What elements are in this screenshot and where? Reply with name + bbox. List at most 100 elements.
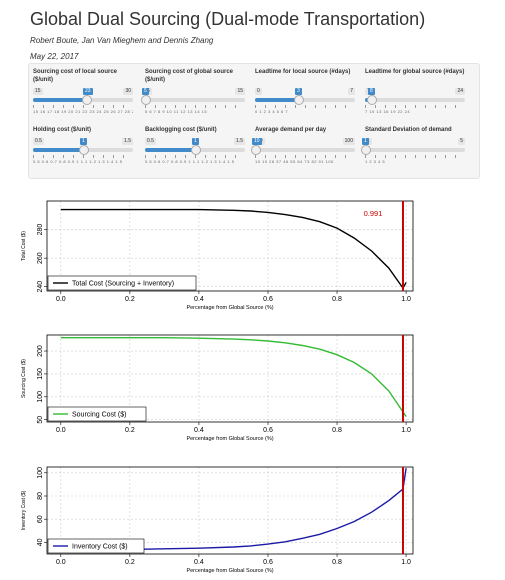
date: May 22, 2017 [30, 52, 79, 61]
slider-4[interactable]: Leadtime for global source (#days)72487 … [365, 68, 467, 120]
x-tick-label: 0.4 [194, 296, 204, 303]
slider-min: 15 [33, 88, 43, 95]
input-panel: Sourcing cost of local source ($/unit) 15… [28, 63, 480, 179]
y-axis-label: Sourcing Cost ($) [21, 359, 27, 398]
slider-label: Sourcing cost of local source ($/unit) [33, 69, 118, 83]
x-tick-label: 0.6 [263, 296, 273, 303]
x-axis-label: Percentage from Global Source (%) [186, 568, 273, 574]
slider-value: 5 [142, 88, 149, 95]
slider-3[interactable]: Leadtime for local source (#days) 0 7 3 0 1 … [255, 68, 357, 120]
slider-handle[interactable] [191, 145, 201, 155]
slider-track[interactable] [255, 98, 355, 102]
legend-box [47, 275, 197, 291]
y-tick-label: 80 [37, 492, 44, 500]
slider-2[interactable]: Sourcing cost of global source ($/unit) 5… [141, 68, 247, 120]
slider-label: Standard Deviation of demand [365, 127, 452, 133]
x-tick-label: 0.6 [263, 427, 273, 434]
slider-ticks [255, 105, 355, 108]
slider-label: Backlogging cost ($/unit) [145, 127, 217, 133]
slider-ticks [255, 155, 355, 158]
slider-tick-labels: 15 16 17 18 19 20 21 22 23 24 25 26 27 2… [33, 109, 133, 114]
slider-ticks [145, 105, 245, 108]
y-tick-label: 240 [37, 281, 44, 293]
slider-min: 0.5 [145, 138, 156, 145]
slider-fill [255, 98, 298, 102]
slider-ticks [145, 155, 245, 158]
optimum-label: 0.991 [364, 209, 383, 218]
x-tick-label: 0.0 [56, 296, 66, 303]
slider-value: 8 [368, 88, 375, 95]
slider-max: 15 [235, 88, 245, 95]
legend-box [47, 538, 145, 554]
series-line [60, 336, 407, 417]
slider-label: Average demand per day [255, 127, 327, 133]
slider-handle[interactable] [82, 95, 92, 105]
slider-label: Holding cost ($/unit) [33, 127, 91, 133]
inventory-cost-chart: 0.0 0.2 0.4 0.6 0.8 1.0 40 60 80 100 Percentage fr… [21, 466, 414, 574]
x-tick-label: 1.0 [401, 559, 411, 566]
legend-label: Inventory Cost ($) [72, 544, 128, 551]
x-tick-label: 1.0 [401, 296, 411, 303]
slider-track[interactable] [255, 148, 355, 152]
x-tick-label: 0.2 [125, 296, 135, 303]
slider-1[interactable]: Sourcing cost of local source ($/unit) 15… [33, 68, 135, 120]
total-cost-chart: 0.0 0.2 0.4 0.6 0.8 1.0 240 260 280 Percentage fr… [21, 200, 414, 311]
slider-tick-labels: 5 6 7 8 9 10 11 12 13 14 15 [145, 109, 208, 114]
series-line [60, 468, 407, 551]
y-tick-label: 100 [37, 391, 44, 403]
slider-tick-labels: 0 1 2 3 4 5 6 7 [255, 109, 289, 114]
slider-value: 3 [295, 88, 302, 95]
slider-fill [33, 98, 86, 102]
slider-max: 1.5 [122, 138, 133, 145]
page-title: Global Dual Sourcing (Dual-mode Transpor… [30, 9, 426, 29]
plot-frame [46, 200, 414, 292]
slider-max: 7 [348, 88, 355, 95]
slider-max: 5 [458, 138, 465, 145]
y-tick-label: 100 [37, 467, 44, 479]
x-axis-label: Percentage from Global Source (%) [186, 305, 273, 311]
slider-handle[interactable] [367, 95, 377, 105]
series-line [60, 208, 407, 290]
y-tick-label: 200 [37, 345, 44, 357]
legend-label: Total Cost (Sourcing + Inventory) [72, 281, 174, 288]
x-axis-label: Percentage from Global Source (%) [186, 436, 273, 442]
slider-7[interactable]: Average demand per day101001010 19 28 37… [251, 126, 357, 178]
slider-6[interactable]: Backlogging cost ($/unit) 0.5 1.5 1 0.5 0.6 … [145, 126, 247, 178]
slider-label: Sourcing cost of global source ($/unit) [145, 69, 234, 83]
slider-min: 0 [255, 88, 262, 95]
slider-tick-labels: 10 19 28 37 46 55 64 73 82 91 100 [255, 159, 334, 164]
x-tick-label: 0.8 [332, 296, 342, 303]
slider-max: 30 [123, 88, 133, 95]
y-axis-label: Inventory Cost ($) [21, 490, 27, 530]
slider-ticks [33, 105, 133, 108]
x-tick-label: 0.2 [125, 559, 135, 566]
y-tick-label: 50 [37, 416, 44, 424]
slider-value: 10 [252, 138, 262, 145]
legend-box [47, 406, 147, 422]
slider-handle[interactable] [361, 145, 371, 155]
y-tick-label: 280 [37, 224, 44, 236]
slider-label: Leadtime for local source (#days) [255, 69, 351, 75]
slider-handle[interactable] [141, 95, 151, 105]
legend-label: Sourcing Cost ($) [72, 412, 126, 419]
slider-tick-labels: 1 2 3 4 5 [365, 159, 386, 164]
slider-ticks [365, 105, 465, 108]
slider-handle[interactable] [79, 145, 89, 155]
plot-frame [46, 334, 414, 423]
slider-track[interactable] [365, 98, 465, 102]
x-tick-label: 0.0 [56, 427, 66, 434]
slider-8[interactable]: Standard Deviation of demand1511 2 3 4 5 [361, 126, 467, 178]
slider-track[interactable] [145, 98, 245, 102]
x-tick-label: 0.6 [263, 559, 273, 566]
slider-handle[interactable] [251, 145, 261, 155]
slider-value: 1 [362, 138, 369, 145]
y-tick-label: 40 [37, 538, 44, 546]
y-axis-label: Total Cost ($) [21, 231, 27, 261]
x-tick-label: 0.4 [194, 427, 204, 434]
slider-handle[interactable] [294, 95, 304, 105]
y-tick-label: 60 [37, 515, 44, 523]
x-tick-label: 0.0 [56, 559, 66, 566]
slider-track[interactable] [365, 148, 465, 152]
slider-tick-labels: 7 10 13 16 19 22 24 [365, 109, 411, 114]
slider-5[interactable]: Holding cost ($/unit) 0.5 1.5 1 0.5 0.6 0.7 … [33, 126, 135, 178]
